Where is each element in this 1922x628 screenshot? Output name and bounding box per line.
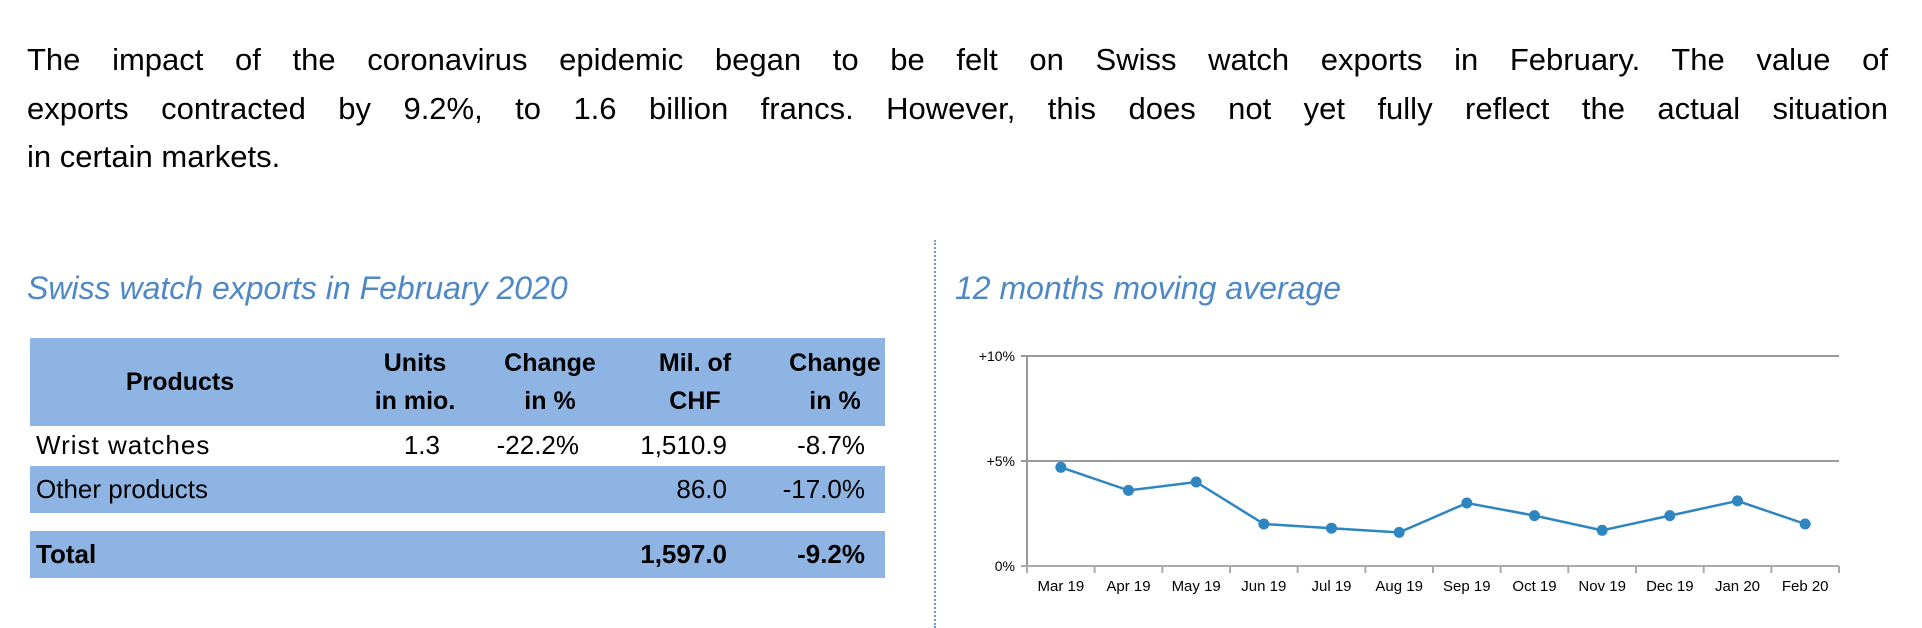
data-point (1664, 510, 1676, 522)
paragraph-line: exports contracted by 9.2%, to 1.6 billi… (27, 90, 1888, 126)
header-change-value: Change in % (780, 344, 890, 420)
data-point (1596, 524, 1608, 536)
data-point (1799, 518, 1811, 530)
data-point (1055, 461, 1067, 473)
data-point (1190, 476, 1202, 488)
change-value: -17.0% (782, 474, 865, 504)
value: 86.0 (676, 474, 727, 504)
x-tick-label: Feb 20 (1782, 578, 1829, 595)
x-tick-label: Dec 19 (1646, 578, 1694, 595)
x-tick-label: Sep 19 (1443, 578, 1491, 595)
data-point (1123, 484, 1134, 496)
x-tick-label: Nov 19 (1578, 578, 1626, 595)
series-line (1060, 466, 1806, 534)
header-products: Products (125, 368, 235, 396)
data-point (1461, 497, 1473, 509)
header-line: CHF (669, 387, 721, 415)
header-line: Units (383, 349, 447, 377)
header-line: in mio. (374, 387, 456, 415)
data-point (1326, 522, 1337, 534)
x-tick-label: May 19 (1172, 578, 1221, 595)
change-units: -22.2% (496, 430, 579, 460)
y-tick-label: +5% (987, 453, 1015, 469)
value: 1,510.9 (640, 430, 727, 460)
x-tick-label: Jan 20 (1715, 578, 1760, 595)
product-name: Wrist watches (36, 430, 211, 460)
table-row: Other products 86.0 -17.0% (30, 466, 885, 513)
total-value: 1,597.0 (640, 539, 727, 569)
total-label: Total (36, 539, 97, 569)
product-name: Other products (36, 474, 208, 504)
data-point (1258, 518, 1270, 530)
x-tick-label: Apr 19 (1106, 578, 1150, 595)
intro-paragraph: The impact of the coronavirus epidemic b… (27, 36, 1888, 182)
x-tick-label: Mar 19 (1037, 578, 1084, 595)
header-line: in % (809, 387, 861, 415)
x-tick-label: Jun 19 (1241, 578, 1286, 595)
data-point (1393, 526, 1405, 538)
data-point (1732, 495, 1743, 507)
x-tick-label: Oct 19 (1512, 578, 1556, 595)
change-value: -8.7% (797, 430, 865, 460)
header-line: in % (524, 387, 576, 415)
table-total-row: Total 1,597.0 -9.2% (30, 531, 885, 578)
header-value: Mil. of CHF (640, 344, 750, 420)
table-header: Products Units in mio. Change in % Mil. of… (30, 338, 885, 426)
header-line: Change (504, 349, 596, 377)
y-tick-label: 0% (995, 558, 1015, 574)
table-title: Swiss watch exports in February 2020 (27, 270, 568, 306)
header-change-units: Change in % (490, 344, 610, 420)
units: 1.3 (403, 430, 440, 460)
data-point (1529, 510, 1540, 522)
y-tick-label: +10% (979, 348, 1015, 364)
paragraph-line: in certain markets. (27, 139, 281, 174)
total-change: -9.2% (797, 539, 865, 569)
header-line: Change (789, 349, 881, 377)
x-tick-label: Aug 19 (1375, 578, 1423, 595)
table-row: Wrist watches 1.3 -22.2% 1,510.9 -8.7% (30, 426, 885, 466)
paragraph-line: The impact of the coronavirus epidemic b… (27, 42, 1888, 77)
header-units: Units in mio. (360, 344, 470, 420)
x-tick-label: Jul 19 (1311, 578, 1351, 595)
divider (934, 240, 936, 628)
header-line: Mil. of (658, 349, 732, 377)
chart-title: 12 months moving average (955, 270, 1341, 306)
